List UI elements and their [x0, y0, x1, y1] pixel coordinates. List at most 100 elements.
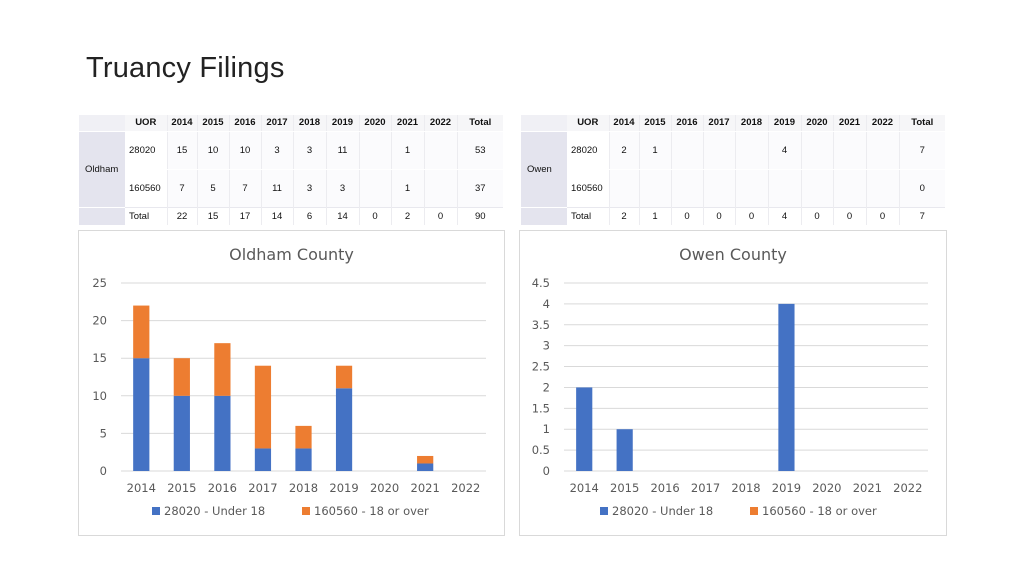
y-tick-label: 4.5	[532, 276, 550, 290]
table-cell: 0	[423, 206, 457, 225]
table-cell	[608, 169, 639, 207]
owen-table: UOR 2014 2015 2016 2017 2018 2019 2020 2021 2022 T…	[521, 115, 945, 225]
table-cell: 0	[898, 169, 945, 207]
x-tick-label: 2016	[650, 481, 679, 495]
table-cell: 6	[292, 206, 326, 225]
x-tick-label: 2015	[167, 481, 196, 495]
table-row: Owen 28020 2 1 4 7	[521, 131, 945, 208]
table-cell: 1	[638, 206, 671, 225]
county-label-filler	[521, 206, 567, 225]
table-header-cell: Total	[456, 115, 503, 132]
table-cell: 14	[260, 206, 293, 225]
bar-under-18-2015	[173, 395, 190, 471]
table-cell: 2	[608, 131, 639, 170]
table-header-cell: 2018	[292, 115, 326, 132]
table-header-cell: UOR	[125, 115, 167, 132]
x-tick-label: 2022	[893, 481, 922, 495]
table-cell: 3	[292, 131, 326, 170]
table-cell: 1	[390, 131, 424, 170]
y-tick-label: 10	[92, 389, 107, 403]
uor-cell: 160560	[571, 182, 603, 194]
table-header-cell: 2014	[608, 115, 639, 132]
table-header-cell: 2021	[390, 115, 424, 132]
table-cell: 0	[734, 206, 768, 225]
legend-label: 28020 - Under 18	[612, 504, 713, 518]
y-tick-label: 0.5	[532, 443, 550, 457]
county-label-filler	[79, 206, 125, 225]
table-header-cell: 2017	[260, 115, 293, 132]
table-header-cell: 2021	[832, 115, 866, 132]
chart-title: Owen County	[679, 245, 787, 264]
owen-chart: Owen County 0 0.5 1 1.5 2 2.5 3 3.5 4 4.5 2014 2015 2…	[519, 230, 947, 536]
table-cell	[670, 169, 703, 207]
uor-cell: 160560	[129, 182, 161, 194]
table-cell: 4	[767, 206, 801, 225]
legend-swatch	[302, 507, 310, 515]
table-corner	[79, 115, 125, 132]
y-tick-label: 3	[543, 339, 550, 353]
table-cell: 3	[260, 131, 293, 170]
table-cell: 2	[608, 206, 639, 225]
table-cell: 3	[325, 169, 359, 207]
x-tick-label: 2017	[248, 481, 277, 495]
table-header-cell: 2015	[196, 115, 229, 132]
table-cell	[800, 169, 833, 207]
bar-under-18-2016	[214, 395, 231, 471]
bar-18-or-over-2014	[133, 305, 150, 359]
oldham-chart: Oldham County 0 5 10 15 20 25 2014 2015 2016 2017 2…	[78, 230, 505, 536]
legend-swatch	[750, 507, 758, 515]
oldham-chart-svg: Oldham County 0 5 10 15 20 25 2014 2015 2016 2017 2…	[92, 245, 486, 518]
table-cell: 14	[325, 206, 359, 225]
table-cell: 0	[800, 206, 833, 225]
uor-cell: Total	[125, 206, 167, 225]
bar-under-18-2019	[778, 303, 795, 471]
table-cell: 7	[898, 206, 945, 225]
table-row: Total 2 1 0 0 0 4 0 0 0 7	[521, 206, 945, 225]
table-header-cell: 2020	[800, 115, 833, 132]
table-header-cell: 2020	[358, 115, 391, 132]
x-tick-label: 2020	[812, 481, 841, 495]
legend-swatch	[600, 507, 608, 515]
x-tick-label: 2016	[208, 481, 237, 495]
bar-under-18-2018	[295, 448, 312, 471]
table-header-cell: UOR	[567, 115, 609, 132]
table-cell	[734, 131, 768, 170]
table-header-cell: 2016	[670, 115, 703, 132]
table-cell: 90	[456, 206, 503, 225]
table-row: Oldham 28020 15 10 10 3 3 11 1 53	[79, 131, 503, 208]
bar-under-18-2015	[616, 429, 633, 471]
table-cell	[670, 131, 703, 170]
table-cell: 11	[325, 131, 359, 170]
table-cell	[767, 169, 801, 207]
table-cell: 5	[196, 169, 229, 207]
uor-cell: Total	[567, 206, 609, 225]
oldham-table: UOR 2014 2015 2016 2017 2018 2019 2020 2021 2022 T…	[79, 115, 503, 225]
table-cell: 1	[638, 131, 671, 170]
y-tick-label: 0	[100, 464, 107, 478]
legend-label: 160560 - 18 or over	[762, 504, 877, 518]
table-cell: 7	[166, 169, 197, 207]
bar-18-or-over-2015	[173, 358, 190, 396]
table-cell: 22	[166, 206, 197, 225]
y-tick-label: 5	[100, 426, 107, 440]
table-cell	[702, 169, 735, 207]
legend-swatch	[152, 507, 160, 515]
y-tick-label: 2.5	[532, 360, 550, 374]
table-cell	[832, 131, 866, 170]
table-cell	[800, 131, 833, 170]
table-cell: 1	[390, 169, 424, 207]
table-header-cell: 2014	[166, 115, 197, 132]
table-cell: 53	[456, 131, 503, 170]
table-cell	[638, 169, 671, 207]
table-cell	[734, 169, 768, 207]
table-cell: 15	[196, 206, 229, 225]
x-tick-label: 2018	[289, 481, 318, 495]
table-cell	[358, 169, 391, 207]
table-header-cell: 2016	[228, 115, 261, 132]
table-cell	[865, 169, 899, 207]
table-row: Total 22 15 17 14 6 14 0 2 0 90	[79, 206, 503, 225]
x-tick-label: 2014	[127, 481, 156, 495]
x-tick-label: 2018	[731, 481, 760, 495]
table-cell	[423, 169, 457, 207]
table-cell: 0	[865, 206, 899, 225]
